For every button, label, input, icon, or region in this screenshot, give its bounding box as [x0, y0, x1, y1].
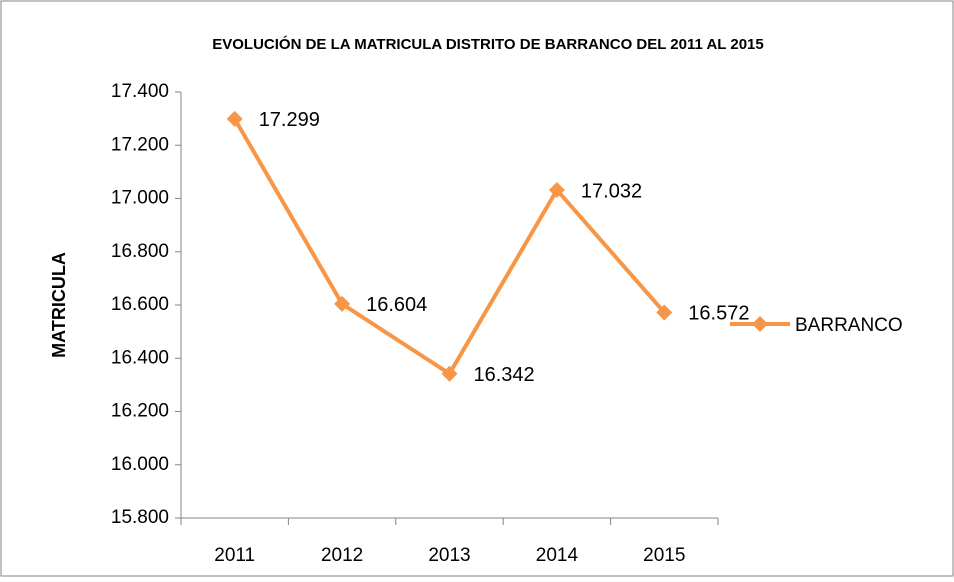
data-label: 17.299	[259, 109, 320, 131]
y-axis-label: MATRICULA	[49, 252, 69, 358]
chart-title: EVOLUCIÓN DE LA MATRICULA DISTRITO DE BA…	[212, 35, 763, 53]
data-label: 16.572	[688, 303, 749, 325]
x-tick-label: 2012	[321, 545, 363, 566]
y-tick-label: 16.200	[111, 401, 169, 422]
marker	[441, 365, 458, 382]
marker	[656, 304, 673, 321]
marker	[548, 181, 565, 198]
x-tick-label: 2011	[214, 545, 255, 566]
marker	[334, 295, 351, 312]
y-tick-label: 15.800	[111, 507, 169, 528]
y-tick-label: 17.400	[111, 81, 169, 102]
x-tick-label: 2013	[428, 545, 470, 566]
y-tick-label: 16.400	[111, 347, 169, 368]
data-label: 16.342	[474, 364, 535, 386]
y-tick-label: 17.200	[111, 134, 169, 155]
y-tick-label: 16.000	[111, 454, 169, 475]
y-tick-label: 17.000	[111, 188, 169, 209]
legend-marker	[752, 316, 768, 332]
x-tick-label: 2015	[643, 545, 685, 566]
x-tick-label: 2014	[536, 545, 579, 566]
y-tick-label: 16.800	[111, 241, 169, 262]
data-label: 16.604	[366, 294, 427, 316]
data-label: 17.032	[581, 180, 642, 202]
legend-label: BARRANCO	[795, 315, 903, 336]
marker	[226, 110, 243, 127]
y-tick-label: 16.600	[111, 294, 169, 315]
